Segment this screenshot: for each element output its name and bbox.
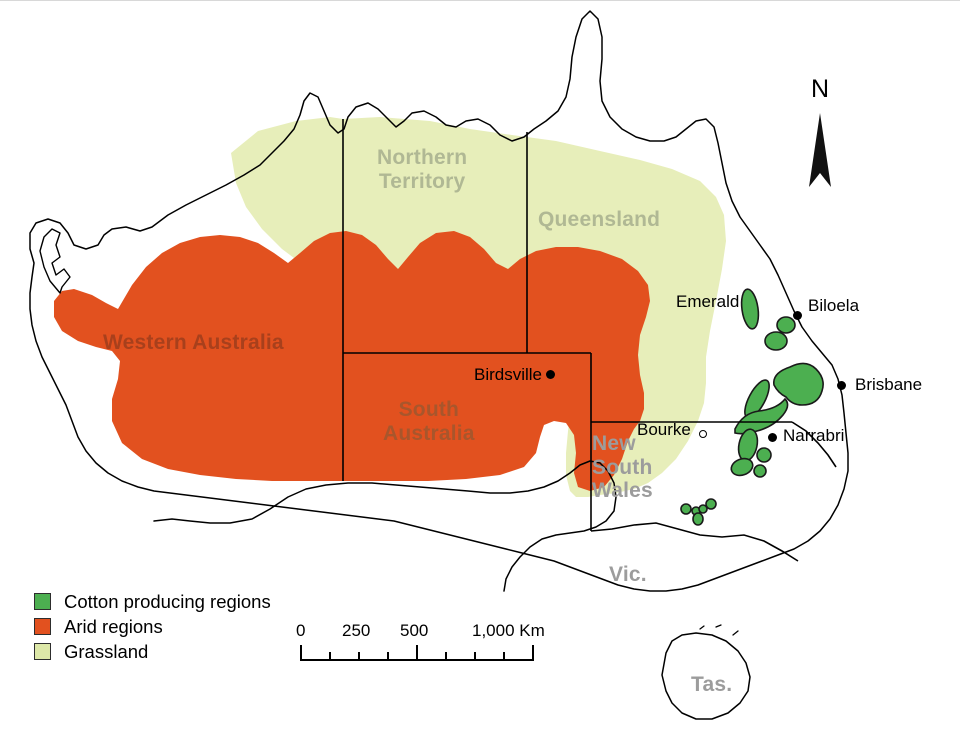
arid-layer bbox=[54, 231, 650, 491]
cotton-patch-nsw-5 bbox=[705, 498, 717, 510]
australia-outline bbox=[29, 10, 849, 592]
state-borders-layer bbox=[342, 119, 837, 562]
legend-item-arid: Arid regions bbox=[34, 614, 271, 639]
tasmania-islands bbox=[699, 624, 739, 636]
legend-label-arid: Arid regions bbox=[64, 615, 163, 637]
scale-label-500: 500 bbox=[400, 621, 429, 640]
legend-swatch-grassland-icon bbox=[34, 643, 51, 660]
coastline-layer bbox=[29, 10, 849, 720]
city-dot-bourke bbox=[699, 430, 707, 438]
scale-tick-minor-6 bbox=[503, 652, 505, 661]
scale-bar-numbers: 0 250 500 1,000 Km bbox=[296, 621, 545, 643]
compass-arrow-graphic bbox=[809, 113, 831, 187]
scale-tick-minor-4 bbox=[445, 652, 447, 661]
cotton-patch-nsw-4 bbox=[692, 512, 704, 526]
mainland-coastline bbox=[39, 228, 71, 294]
city-dot-biloela bbox=[793, 311, 802, 320]
cotton-patch-south-3 bbox=[730, 457, 754, 477]
compass-north-label: N bbox=[810, 75, 830, 103]
tasmania-outline bbox=[661, 632, 751, 720]
cotton-patch-south-4 bbox=[753, 464, 767, 478]
legend-label-grassland: Grassland bbox=[64, 640, 149, 662]
north-arrow bbox=[809, 113, 831, 187]
legend-item-cotton: Cotton producing regions bbox=[34, 589, 271, 614]
cotton-patch-south-2 bbox=[756, 447, 772, 463]
scale-bar: 0 250 500 1,000 Km bbox=[296, 621, 545, 662]
city-dot-narrabri bbox=[768, 433, 777, 442]
legend-label-cotton: Cotton producing regions bbox=[64, 590, 271, 612]
cotton-patch-nsw-1 bbox=[680, 503, 692, 515]
compass-rose: N bbox=[795, 75, 845, 189]
border-nsw-vic bbox=[590, 522, 799, 562]
scale-label-250: 250 bbox=[342, 621, 371, 640]
map-legend: Cotton producing regions Arid regions Gr… bbox=[34, 589, 271, 664]
scale-tick-minor-3 bbox=[387, 652, 389, 661]
cotton-patch-emerald bbox=[740, 288, 760, 330]
scale-tick-minor-2 bbox=[358, 652, 360, 661]
cotton-regions-layer bbox=[680, 288, 824, 526]
scale-bar-ruler bbox=[300, 645, 545, 662]
scale-tick-major-0 bbox=[300, 645, 302, 661]
cotton-patch-north-1 bbox=[776, 316, 796, 334]
arid-region bbox=[54, 231, 650, 491]
legend-item-grassland: Grassland bbox=[34, 639, 271, 664]
scale-tick-minor-1 bbox=[329, 652, 331, 661]
scale-label-0: 0 bbox=[296, 621, 306, 640]
cotton-patch-central bbox=[773, 362, 824, 406]
scale-tick-major-2 bbox=[532, 645, 534, 661]
cotton-patch-north-2 bbox=[764, 331, 788, 351]
scale-tick-major-1 bbox=[416, 645, 418, 661]
city-dot-birdsville bbox=[546, 370, 555, 379]
legend-swatch-cotton-icon bbox=[34, 593, 51, 610]
city-dot-brisbane bbox=[837, 381, 846, 390]
border-qld-nsw-east bbox=[791, 421, 837, 468]
scale-tick-minor-5 bbox=[474, 652, 476, 661]
southern-coast-detail bbox=[153, 460, 617, 592]
scale-label-1000: 1,000 Km bbox=[472, 621, 545, 640]
legend-swatch-arid-icon bbox=[34, 618, 51, 635]
cotton-patch-nsw-3 bbox=[698, 504, 708, 514]
